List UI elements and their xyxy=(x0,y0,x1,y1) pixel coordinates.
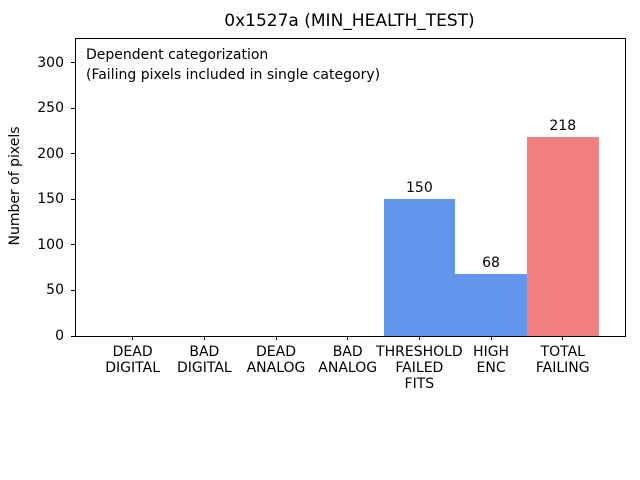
x-tick xyxy=(347,336,349,340)
x-tick-label: BAD ANALOG xyxy=(318,344,378,376)
y-tick xyxy=(71,244,75,246)
y-tick-label: 0 xyxy=(55,328,64,344)
bar-value-label: 68 xyxy=(482,255,500,272)
plot-area: Dependent categorization (Failing pixels… xyxy=(37,38,626,392)
y-tick-label: 300 xyxy=(37,54,64,71)
x-tick xyxy=(562,336,564,340)
y-axis-label: Number of pixels xyxy=(7,126,23,246)
y-tick xyxy=(71,107,75,109)
y-tick-label: 200 xyxy=(37,145,64,162)
bar xyxy=(526,137,599,336)
x-tick xyxy=(203,336,205,340)
x-tick xyxy=(490,336,492,340)
y-tick xyxy=(71,153,75,155)
bar-value-label: 218 xyxy=(549,118,577,135)
annotation: Dependent categorization (Failing pixels… xyxy=(86,45,380,85)
bar-value-label: 150 xyxy=(406,180,433,197)
chart-title: 0x1527a (MIN_HEALTH_TEST) xyxy=(224,11,475,31)
y-tick-label: 250 xyxy=(37,100,64,117)
x-tick-label: TOTAL FAILING xyxy=(535,344,590,376)
y-tick xyxy=(71,289,75,291)
y-tick-label: 50 xyxy=(46,282,64,299)
x-tick-label: HIGH ENC xyxy=(473,344,510,376)
y-tick xyxy=(71,335,75,337)
bar xyxy=(383,199,456,336)
x-tick-label: THRESHOLD FAILED FITS xyxy=(376,344,463,392)
x-tick-label: DEAD DIGITAL xyxy=(105,344,161,376)
y-tick xyxy=(71,62,75,64)
y-tick xyxy=(71,198,75,200)
x-tick xyxy=(418,336,420,340)
bar xyxy=(455,274,527,336)
x-tick xyxy=(132,336,134,340)
y-tick-label: 100 xyxy=(37,236,64,253)
y-tick-label: 150 xyxy=(37,191,64,208)
annotation-line: Dependent categorization xyxy=(86,47,269,63)
annotation-line: (Failing pixels included in single categ… xyxy=(86,67,381,83)
x-tick-label: DEAD ANALOG xyxy=(246,344,306,376)
x-tick-label: BAD DIGITAL xyxy=(176,344,232,376)
x-tick xyxy=(275,336,277,340)
